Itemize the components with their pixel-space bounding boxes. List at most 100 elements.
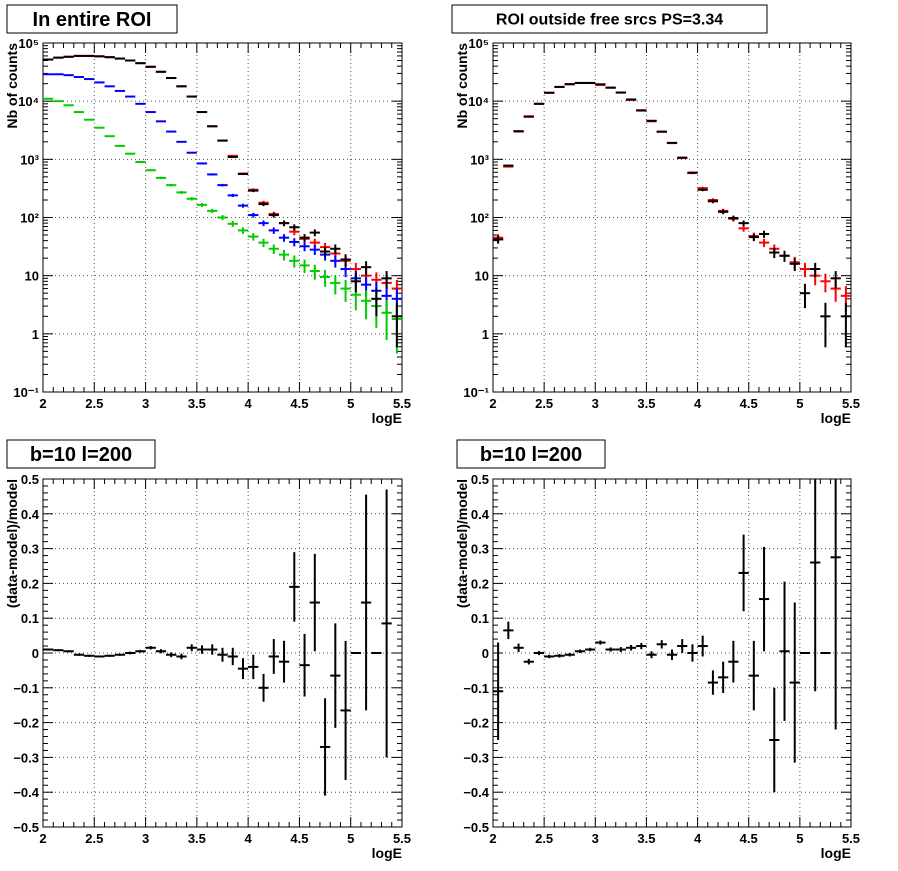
data-point xyxy=(728,640,739,683)
data-point xyxy=(176,653,187,660)
y-axis-label: (data-model)/model xyxy=(454,479,470,608)
y-tick-label: 0.3 xyxy=(471,542,489,557)
x-tick-label: 5.5 xyxy=(842,396,860,411)
x-tick-label: 2 xyxy=(39,831,46,846)
y-tick-label: −0.1 xyxy=(463,681,489,696)
y-tick-label: 10² xyxy=(20,211,39,226)
data-point xyxy=(656,130,667,133)
data-point xyxy=(605,647,616,652)
data-layer xyxy=(493,479,841,793)
data-point xyxy=(677,639,688,653)
data-point xyxy=(309,553,320,652)
data-point xyxy=(278,220,290,227)
data-point xyxy=(523,115,534,118)
y-axis-label: Nb of counts xyxy=(4,43,20,129)
data-point xyxy=(728,215,739,221)
data-point xyxy=(278,234,290,242)
data-point xyxy=(330,623,341,728)
data-point xyxy=(227,155,238,158)
x-tick-label: 3.5 xyxy=(637,831,655,846)
data-point xyxy=(636,642,647,650)
data-point xyxy=(687,171,698,174)
chart-title-box xyxy=(456,439,606,469)
data-point xyxy=(104,135,115,138)
data-point xyxy=(677,156,688,159)
data-layer xyxy=(493,81,851,348)
data-point xyxy=(186,197,197,201)
data-point xyxy=(636,109,647,112)
data-point xyxy=(237,203,249,208)
data-point xyxy=(738,534,749,612)
x-tick-label: 3.5 xyxy=(188,831,206,846)
y-tick-label: 1 xyxy=(482,327,489,342)
data-point xyxy=(309,264,320,280)
data-point xyxy=(217,215,228,221)
data-point xyxy=(289,255,300,268)
data-point xyxy=(391,302,402,348)
data-point xyxy=(381,299,392,340)
data-point xyxy=(656,640,667,649)
data-point xyxy=(707,670,719,695)
x-tick-label: 4 xyxy=(694,396,702,411)
x-tick-label: 2.5 xyxy=(535,396,553,411)
data-point xyxy=(217,183,228,187)
x-tick-label: 4 xyxy=(245,396,253,411)
y-tick-label: 10⁵ xyxy=(18,36,39,51)
data-point xyxy=(289,224,300,231)
data-point xyxy=(268,212,279,218)
y-tick-label: 0.2 xyxy=(21,576,39,591)
data-point xyxy=(258,238,269,248)
x-tick-label: 5.5 xyxy=(393,396,411,411)
x-tick-label: 2 xyxy=(489,831,496,846)
data-point xyxy=(155,649,167,654)
x-tick-label: 5.5 xyxy=(393,831,411,846)
data-point xyxy=(544,654,555,659)
data-point xyxy=(289,552,300,622)
data-point xyxy=(63,650,74,653)
y-tick-label: 0.5 xyxy=(471,472,489,487)
chart-panel-roi: 2 2.5 3 3.5 4 4.5 5 5.5 10⁻¹ 1 10 10² 10³ 10⁴ 10⁵ logE N… xyxy=(4,4,411,426)
data-series xyxy=(43,489,392,796)
data-point xyxy=(135,649,146,653)
chart-title: ROI outside free srcs PS=3.34 xyxy=(496,12,723,29)
data-point xyxy=(43,648,54,651)
data-point xyxy=(503,164,514,167)
data-point xyxy=(840,302,851,348)
data-point xyxy=(769,687,780,793)
x-tick-label: 3 xyxy=(592,831,599,846)
data-point xyxy=(330,244,341,254)
data-point xyxy=(371,288,382,317)
data-point xyxy=(207,173,218,176)
y-tick-label: 10⁻¹ xyxy=(13,385,39,400)
x-tick-label: 3 xyxy=(592,396,599,411)
data-point xyxy=(73,111,85,114)
chart-title: In entire ROI xyxy=(33,9,152,31)
data-point xyxy=(94,126,105,129)
data-point xyxy=(513,643,524,652)
y-tick-label: −0.2 xyxy=(13,716,39,731)
x-axis-label: logE xyxy=(372,410,402,426)
x-tick-label: 2.5 xyxy=(85,831,103,846)
x-tick-label: 5 xyxy=(796,831,803,846)
y-tick-label: −0.5 xyxy=(13,820,39,835)
chart-panel-resid1: 2 2.5 3 3.5 4 4.5 5 5.5 −0.5 −0.4 −0.3 −0.2 −0.1 0 0.1… xyxy=(4,439,411,861)
y-tick-label: −0.1 xyxy=(13,681,39,696)
data-point xyxy=(166,183,177,187)
data-point xyxy=(299,633,310,697)
y-tick-label: −0.2 xyxy=(463,716,489,731)
data-point xyxy=(340,254,351,267)
data-point xyxy=(166,652,177,658)
data-point xyxy=(513,130,524,133)
data-point xyxy=(237,172,249,176)
x-tick-label: 4.5 xyxy=(740,396,758,411)
data-point xyxy=(330,255,341,268)
x-axis-label: logE xyxy=(821,410,851,426)
x-tick-label: 2 xyxy=(39,396,46,411)
data-point xyxy=(493,642,504,740)
data-point xyxy=(309,229,320,237)
data-point xyxy=(595,640,606,645)
data-point xyxy=(125,152,136,155)
chart-panel-resid2: 2 2.5 3 3.5 4 4.5 5 5.5 −0.5 −0.4 −0.3 −0.2 −0.1 0 0.1… xyxy=(454,439,860,861)
x-tick-label: 2.5 xyxy=(85,396,103,411)
